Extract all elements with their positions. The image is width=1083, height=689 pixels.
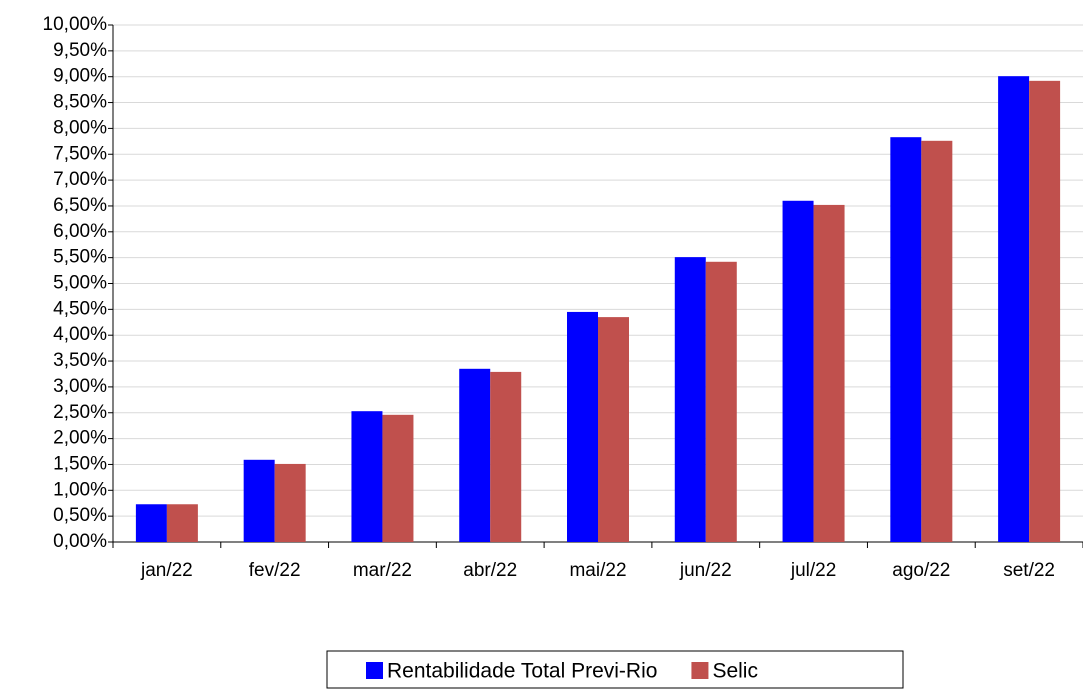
y-tick-label: 8,50% — [53, 92, 107, 113]
bar — [705, 261, 737, 542]
legend-label: Selic — [712, 660, 758, 683]
legend-swatch — [366, 662, 383, 679]
y-tick-label: 4,50% — [53, 298, 107, 319]
legend-label: Rentabilidade Total Previ-Rio — [387, 660, 657, 683]
y-tick-label: 1,00% — [53, 479, 107, 500]
x-tick-label: ago/22 — [892, 560, 950, 581]
bar — [921, 140, 953, 543]
bar — [567, 311, 598, 542]
x-tick-label: fev/22 — [249, 560, 301, 581]
y-tick-label: 0,00% — [53, 531, 107, 552]
x-tick-label: set/22 — [1003, 560, 1055, 581]
y-tick-label: 2,00% — [53, 428, 107, 449]
y-tick-label: 10,00% — [43, 14, 108, 35]
y-tick-label: 9,50% — [53, 40, 107, 61]
x-tick-label: mar/22 — [353, 560, 412, 581]
x-tick-label: abr/22 — [463, 560, 517, 581]
bar — [274, 463, 306, 542]
bar — [382, 414, 414, 542]
y-tick-label: 6,00% — [53, 221, 107, 242]
y-tick-label: 7,00% — [53, 169, 107, 190]
bar — [782, 200, 814, 542]
bar — [598, 317, 629, 542]
bar — [135, 504, 167, 542]
bar — [674, 257, 706, 542]
y-tick-label: 5,50% — [53, 247, 107, 268]
y-tick-label: 7,50% — [53, 143, 107, 164]
bar — [490, 371, 522, 542]
x-tick-label: jun/22 — [679, 560, 732, 581]
y-tick-label: 0,50% — [53, 505, 107, 526]
legend-swatch — [691, 662, 709, 679]
bar — [243, 459, 275, 542]
bar — [998, 76, 1030, 543]
y-tick-label: 2,50% — [53, 402, 107, 423]
bar — [459, 368, 491, 542]
y-tick-label: 3,00% — [53, 376, 107, 397]
legend-box — [326, 650, 904, 689]
y-tick-label: 4,00% — [53, 324, 107, 345]
x-tick-label: jan/22 — [140, 560, 193, 581]
y-tick-label: 6,50% — [53, 195, 107, 216]
bar — [166, 504, 198, 542]
y-tick-label: 8,00% — [53, 117, 107, 138]
bar — [890, 137, 922, 542]
y-tick-label: 9,00% — [53, 66, 107, 87]
bar — [813, 204, 845, 542]
x-tick-label: jul/22 — [790, 560, 836, 581]
y-tick-label: 3,50% — [53, 350, 107, 371]
y-tick-label: 1,50% — [53, 453, 107, 474]
bar — [351, 411, 383, 542]
bar — [1029, 80, 1061, 542]
x-tick-label: mai/22 — [569, 560, 626, 581]
y-tick-label: 5,00% — [53, 273, 107, 294]
